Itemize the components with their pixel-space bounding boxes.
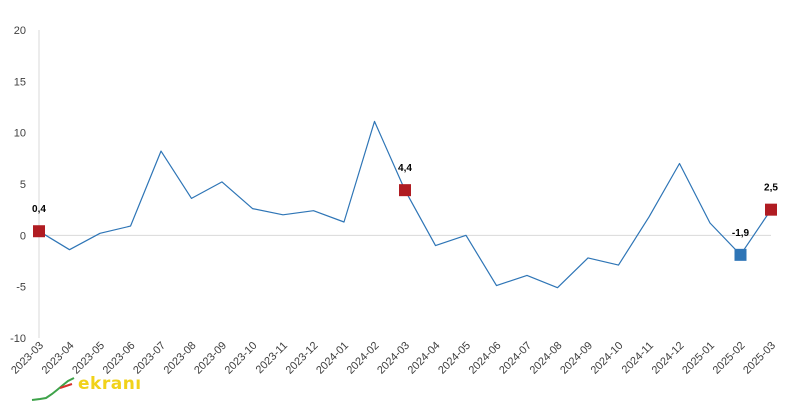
x-tick-label: 2024-03 <box>375 340 412 377</box>
x-tick-label: 2025-03 <box>741 340 778 377</box>
data-label: -1,9 <box>732 228 750 239</box>
x-tick-label: 2025-01 <box>680 340 717 377</box>
y-tick-label: 5 <box>20 179 26 191</box>
y-tick-label: 20 <box>14 25 26 37</box>
logo-chart-icon <box>31 377 75 401</box>
data-label: 2,5 <box>764 183 778 194</box>
y-tick-label: -10 <box>10 333 26 345</box>
y-tick-label: 10 <box>14 128 26 140</box>
x-tick-label: 2024-09 <box>558 340 595 377</box>
x-tick-label: 2023-10 <box>223 340 260 377</box>
x-tick-label: 2023-08 <box>162 340 199 377</box>
highlight-markers: 0,4 4,4 -1,9 2,5 <box>32 163 778 261</box>
highlight-marker <box>33 225 45 238</box>
series-line <box>38 120 772 289</box>
x-tick-label: 2024-02 <box>345 340 382 377</box>
watermark-text: ekranı <box>78 374 142 394</box>
x-tick-label: 2024-10 <box>589 340 626 377</box>
highlight-marker <box>734 248 747 261</box>
highlight-marker <box>399 184 411 197</box>
series-polyline <box>38 120 772 289</box>
y-tick-label: 0 <box>20 230 26 242</box>
y-tick-label: -5 <box>16 282 26 294</box>
x-tick-label: 2024-04 <box>406 340 443 377</box>
x-tick-label: 2024-01 <box>314 340 351 377</box>
x-tick-label: 2024-08 <box>528 340 565 377</box>
x-tick-label: 2024-07 <box>497 340 534 377</box>
y-tick-label: 15 <box>14 76 26 88</box>
x-tick-label: 2023-12 <box>284 340 321 377</box>
x-tick-label: 2024-05 <box>436 340 473 377</box>
watermark-logo: ekranı <box>30 372 142 402</box>
x-tick-label: 2024-06 <box>467 340 504 377</box>
x-tick-label: 2025-02 <box>711 340 748 377</box>
x-tick-label: 2024-12 <box>650 340 687 377</box>
data-label: 0,4 <box>32 204 46 215</box>
highlight-marker <box>765 203 777 216</box>
data-label: 4,4 <box>398 163 412 174</box>
x-tick-label: 2023-09 <box>192 340 229 377</box>
y-axis: -10 -5 0 5 10 15 20 <box>10 25 771 345</box>
